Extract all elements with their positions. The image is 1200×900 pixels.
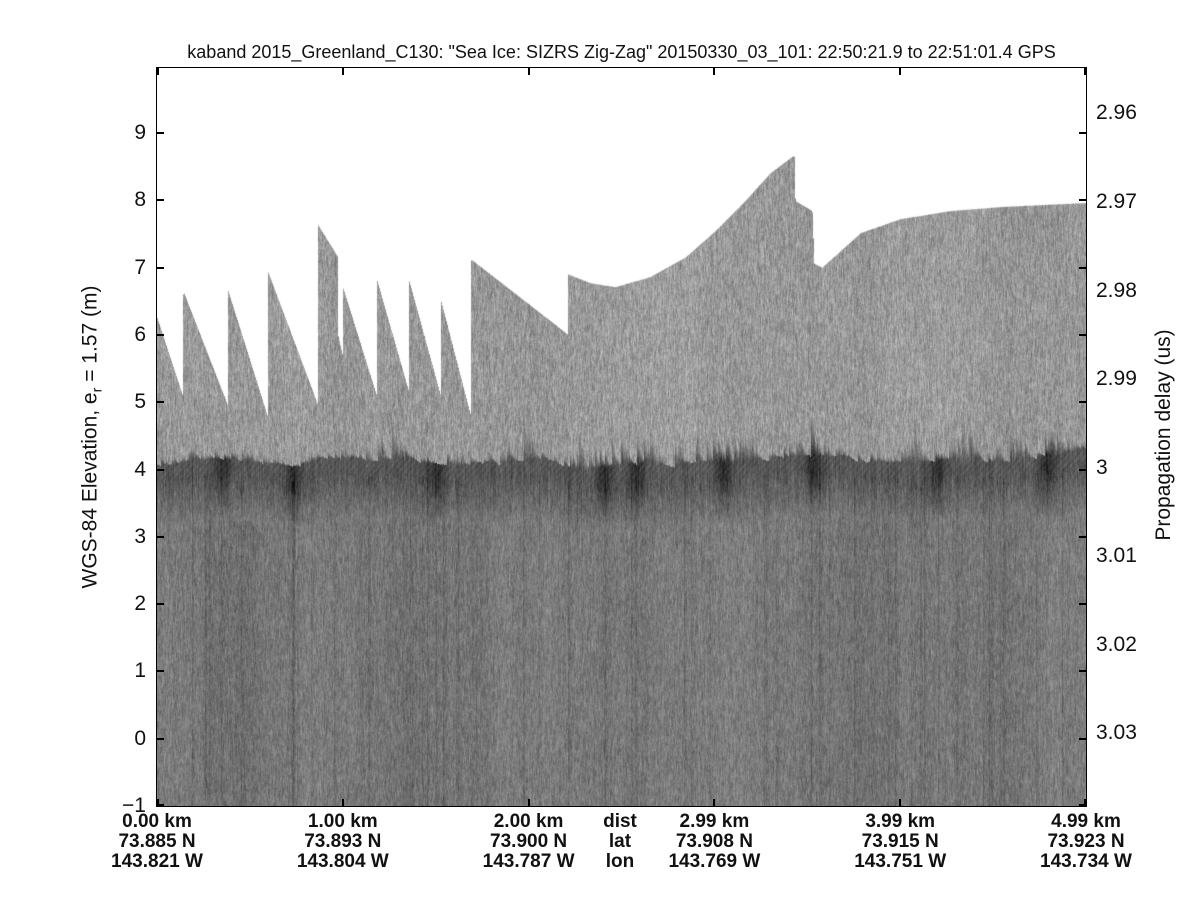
right-tick-label: 2.98 [1096, 278, 1137, 302]
x-label-dist: 3.99 km [865, 811, 936, 832]
axis-tick [1079, 199, 1086, 201]
axis-tick [899, 68, 901, 75]
left-tick-label: −1 [122, 794, 146, 817]
axis-tick [157, 132, 164, 134]
axis-tick [342, 68, 344, 75]
axis-tick [157, 738, 164, 740]
axis-tick [1079, 132, 1086, 134]
left-tick-label: 5 [134, 390, 146, 414]
axis-tick [1079, 603, 1086, 605]
right-tick-label: 2.96 [1096, 101, 1137, 125]
axis-tick [1079, 334, 1086, 336]
x-label-dist: 4.99 km [1051, 811, 1121, 832]
right-tick-label: 3.01 [1096, 544, 1137, 568]
left-tick-label: 6 [134, 322, 146, 346]
left-axis-label-text: WGS-84 Elevation, e [78, 392, 102, 589]
x-label-dist: 2.00 km [493, 811, 564, 832]
axis-tick [157, 199, 164, 201]
x-label-lat: 73.915 N [861, 831, 939, 852]
x-label-lat: 73.893 N [304, 831, 382, 852]
axis-tick [1084, 799, 1086, 806]
x-label-lat: 73.923 N [1047, 831, 1125, 852]
axis-tick [157, 536, 164, 538]
x-label-lon: 143.787 W [482, 851, 575, 872]
right-tick-label: 3.02 [1096, 632, 1137, 656]
x-label-lat: 73.900 N [490, 831, 568, 852]
x-label-dist: 0.00 km [122, 811, 192, 832]
axis-tick [342, 799, 344, 806]
left-tick-label: 7 [134, 255, 146, 279]
x-label-lon: 143.804 W [296, 851, 389, 872]
x-label-lat: 73.885 N [118, 831, 196, 852]
x-label-dist: 2.99 km [679, 811, 750, 832]
plot-area [156, 67, 1087, 807]
plot-title: kaband 2015_Greenland_C130: "Sea Ice: SI… [187, 42, 1056, 62]
axis-tick [899, 799, 901, 806]
x-label-lon: 143.751 W [854, 851, 947, 872]
right-tick-label: 3.03 [1096, 721, 1137, 745]
axis-tick [1079, 267, 1086, 269]
axis-tick [1079, 536, 1086, 538]
left-tick-label: 2 [134, 592, 146, 616]
x-label-dist: 1.00 km [307, 811, 378, 832]
axis-tick [157, 68, 159, 75]
left-tick-label: 8 [134, 188, 146, 212]
axis-tick [1079, 670, 1086, 672]
axis-tick [157, 804, 164, 806]
axis-tick [157, 267, 164, 269]
axis-tick [157, 799, 159, 806]
left-tick-label: 3 [134, 524, 146, 548]
x-label-lon-header: lon [605, 851, 635, 872]
axis-tick [1079, 469, 1086, 471]
x-label-lat: 73.908 N [675, 831, 753, 852]
axis-tick [1079, 401, 1086, 403]
right-tick-label: 2.97 [1096, 189, 1137, 213]
axis-tick [1079, 738, 1086, 740]
axis-tick [1079, 804, 1086, 806]
axis-tick [157, 670, 164, 672]
axis-tick [1084, 68, 1086, 75]
right-tick-label: 2.99 [1096, 367, 1137, 391]
axis-tick [157, 401, 164, 403]
left-tick-label: 9 [134, 121, 146, 144]
echogram-image [157, 68, 1086, 806]
axis-tick [528, 68, 530, 75]
axis-tick [157, 334, 164, 336]
x-label-dist-header: dist [603, 811, 637, 832]
axis-tick [528, 799, 530, 806]
left-tick-label: 4 [134, 457, 146, 481]
axis-tick [713, 799, 715, 806]
axis-tick [157, 603, 164, 605]
x-label-lat-header: lat [608, 831, 632, 852]
right-axis-label: Propagation delay (us) [1152, 329, 1175, 541]
axis-tick [713, 68, 715, 75]
x-label-lon: 143.769 W [668, 851, 761, 872]
right-tick-label: 3 [1096, 455, 1108, 479]
x-label-lon: 143.734 W [1040, 851, 1132, 872]
x-label-lon: 143.821 W [111, 851, 203, 872]
axis-tick [157, 469, 164, 471]
left-tick-label: 0 [134, 726, 146, 750]
left-tick-label: 1 [134, 659, 146, 683]
